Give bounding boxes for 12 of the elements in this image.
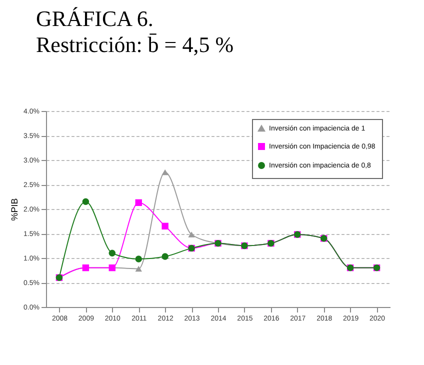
chart-title: GRÁFICA 6. (36, 6, 154, 31)
point (135, 266, 142, 272)
point (135, 256, 142, 262)
point (82, 198, 90, 205)
point (162, 222, 168, 230)
point (188, 232, 195, 238)
point (162, 253, 168, 260)
chart-subtitle: Restricción: b̄ = 4,5 % (36, 32, 234, 57)
y-axis-title: %PIB (10, 198, 20, 221)
point (162, 169, 168, 176)
point (135, 199, 142, 206)
point (108, 250, 116, 256)
